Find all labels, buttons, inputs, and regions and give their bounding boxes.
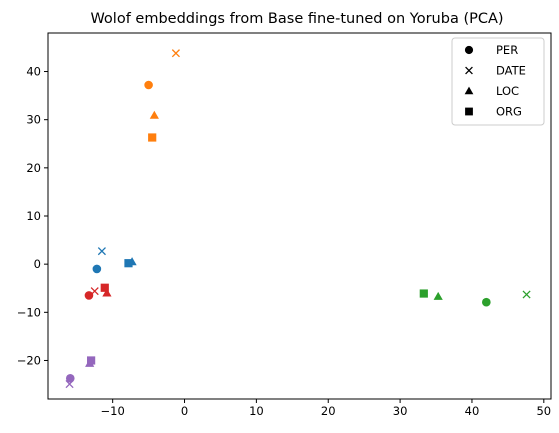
y-tick-label: 30 <box>26 113 41 127</box>
x-tick-label: 30 <box>393 404 408 418</box>
legend-box <box>451 37 545 126</box>
data-point-date-3 <box>522 290 531 299</box>
legend-marker-org <box>465 107 473 116</box>
legend-label-loc: LOC <box>496 84 519 98</box>
legend-label-org: ORG <box>496 105 522 119</box>
legend: PER DATE LOC ORG <box>451 37 545 126</box>
y-tick-label: −10 <box>17 305 41 319</box>
y-tick-label: 10 <box>26 209 41 223</box>
legend-marker-date <box>465 66 473 75</box>
data-point-per-2 <box>144 80 153 90</box>
y-tick-label: −20 <box>17 353 41 367</box>
plot-area <box>65 49 531 389</box>
axes: −10 0 10 20 30 40 50 −20 −10 0 10 20 30 40 <box>17 32 552 418</box>
data-point-date-4 <box>90 287 99 296</box>
x-tick-label: −10 <box>101 404 125 418</box>
legend-marker-loc <box>464 86 474 95</box>
y-tick-label: 40 <box>26 65 41 79</box>
x-tick-label: 20 <box>321 404 336 418</box>
data-point-loc-4 <box>102 288 112 297</box>
chart-title: Wolof embeddings from Base fine-tuned on… <box>90 11 503 27</box>
data-point-loc-2 <box>149 110 159 119</box>
data-point-org-2 <box>148 133 157 142</box>
legend-marker-per <box>464 45 474 55</box>
y-tick-label: 0 <box>34 257 41 271</box>
data-point-date-1 <box>97 247 106 256</box>
legend-label-per: PER <box>496 43 518 57</box>
x-tick-label: 10 <box>249 404 264 418</box>
x-tick-label: 50 <box>536 404 551 418</box>
data-point-org-1 <box>124 259 133 268</box>
data-point-org-3 <box>419 289 428 298</box>
x-tick-label: 40 <box>465 404 480 418</box>
data-point-org-5 <box>87 356 96 365</box>
data-point-per-3 <box>482 297 491 307</box>
data-point-per-4 <box>84 291 94 300</box>
data-point-date-5 <box>65 380 74 389</box>
data-point-org-4 <box>100 283 109 292</box>
legend-label-date: DATE <box>496 64 526 78</box>
data-point-date-2 <box>171 49 180 58</box>
data-point-loc-3 <box>433 291 443 300</box>
data-point-per-1 <box>92 264 102 274</box>
x-tick-label: 0 <box>181 404 188 418</box>
y-tick-label: 20 <box>26 161 41 175</box>
